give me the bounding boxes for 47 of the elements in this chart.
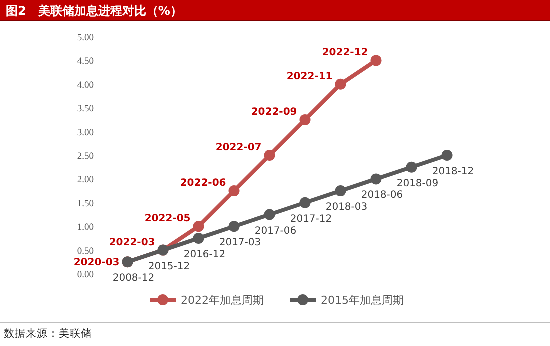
point bbox=[300, 114, 311, 126]
data-label: 2015-12 bbox=[148, 261, 190, 272]
y-tick-label: 1.50 bbox=[77, 199, 94, 210]
data-label: 2022-05 bbox=[144, 214, 191, 225]
point bbox=[264, 209, 276, 220]
y-tick-label: 3.50 bbox=[77, 104, 94, 115]
point bbox=[264, 150, 276, 161]
data-label: 2008-12 bbox=[112, 273, 155, 284]
y-tick-label: 2.50 bbox=[77, 152, 94, 162]
point bbox=[370, 55, 382, 66]
y-tick-label: 5.00 bbox=[77, 34, 94, 44]
point bbox=[406, 162, 418, 173]
point bbox=[442, 150, 453, 161]
y-tick-label: 3.00 bbox=[77, 128, 94, 138]
point bbox=[300, 197, 311, 208]
data-label: 2018-03 bbox=[326, 202, 368, 214]
data-label: 2018-06 bbox=[361, 190, 404, 202]
data-label: 2022-06 bbox=[180, 178, 226, 190]
data-label: 2022-03 bbox=[109, 237, 156, 248]
point bbox=[228, 221, 240, 232]
point bbox=[193, 232, 204, 244]
legend-label: 2015年加息周期 bbox=[321, 294, 404, 307]
point bbox=[335, 186, 346, 197]
point bbox=[193, 221, 204, 232]
y-tick-label: 2.00 bbox=[77, 176, 94, 186]
y-tick-label: 4.00 bbox=[77, 80, 94, 91]
data-label: 2018-12 bbox=[432, 166, 474, 178]
data-label: 2018-09 bbox=[396, 178, 439, 190]
title: 图2 美联储加息进程对比（%） bbox=[6, 4, 182, 18]
data-label: 2017-12 bbox=[290, 214, 332, 225]
data-label: 2022-11 bbox=[286, 71, 333, 82]
data-label: 2022-12 bbox=[322, 48, 368, 59]
data-label: 2016-12 bbox=[184, 249, 226, 260]
point bbox=[335, 78, 346, 90]
y-tick-label: 0.50 bbox=[77, 246, 94, 257]
legend-label: 2022年加息周期 bbox=[181, 294, 264, 307]
data-label: 2017-03 bbox=[219, 238, 262, 249]
data-label: 2020-03 bbox=[74, 258, 120, 269]
point bbox=[228, 186, 240, 197]
source-note: 数据来源：美联储 bbox=[4, 327, 92, 340]
y-tick-label: 1.00 bbox=[77, 223, 94, 234]
point bbox=[370, 174, 382, 185]
data-label: 2017-06 bbox=[254, 226, 297, 237]
y-tick-label: 4.50 bbox=[77, 57, 94, 68]
data-label: 2022-07 bbox=[216, 142, 262, 154]
data-label: 2022-09 bbox=[251, 106, 298, 118]
y-tick-label: 0.00 bbox=[77, 270, 94, 280]
